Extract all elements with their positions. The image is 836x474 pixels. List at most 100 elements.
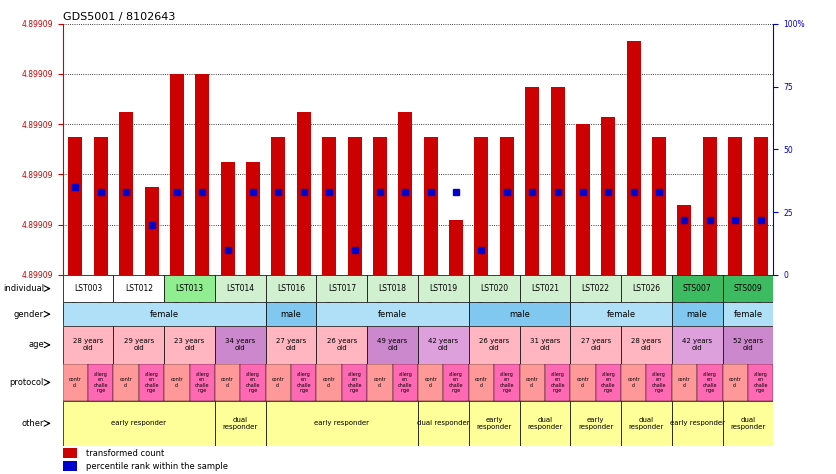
Text: male: male bbox=[281, 310, 302, 319]
Text: contr
ol: contr ol bbox=[120, 377, 133, 388]
Text: female: female bbox=[733, 310, 762, 319]
Text: GSM989161: GSM989161 bbox=[175, 279, 180, 316]
Bar bbox=[164, 326, 215, 364]
Bar bbox=[170, 74, 184, 275]
Text: STS009: STS009 bbox=[733, 284, 762, 293]
Bar bbox=[621, 275, 672, 302]
Text: 23 years
old: 23 years old bbox=[175, 338, 205, 351]
Text: LST016: LST016 bbox=[277, 284, 305, 293]
Text: early responder: early responder bbox=[670, 420, 725, 427]
Text: contr
ol: contr ol bbox=[475, 377, 488, 388]
Bar bbox=[164, 275, 215, 302]
Text: GSM989164: GSM989164 bbox=[479, 279, 484, 316]
Text: contr
ol: contr ol bbox=[678, 377, 691, 388]
Bar bbox=[63, 302, 266, 326]
Bar bbox=[367, 275, 418, 302]
Bar bbox=[196, 74, 209, 275]
Bar bbox=[722, 401, 773, 446]
Text: 42 years
old: 42 years old bbox=[682, 338, 712, 351]
Bar bbox=[672, 302, 722, 326]
Text: allerg
en
challe
nge: allerg en challe nge bbox=[145, 372, 159, 393]
Bar bbox=[348, 137, 361, 275]
Text: other: other bbox=[22, 419, 44, 428]
Bar bbox=[164, 364, 190, 401]
Bar bbox=[646, 364, 672, 401]
Bar bbox=[266, 364, 291, 401]
Bar bbox=[494, 364, 519, 401]
Bar bbox=[570, 401, 621, 446]
Bar bbox=[570, 275, 621, 302]
Text: allerg
en
challe
nge: allerg en challe nge bbox=[702, 372, 717, 393]
Text: female: female bbox=[378, 310, 407, 319]
Bar bbox=[469, 364, 494, 401]
Text: dual
responder: dual responder bbox=[731, 417, 766, 430]
Bar bbox=[69, 137, 83, 275]
Text: LST013: LST013 bbox=[176, 284, 204, 293]
Bar bbox=[221, 162, 235, 275]
Bar bbox=[94, 137, 108, 275]
Text: allerg
en
challe
nge: allerg en challe nge bbox=[246, 372, 260, 393]
Bar bbox=[595, 364, 621, 401]
Bar bbox=[342, 364, 367, 401]
Text: GSM989169: GSM989169 bbox=[301, 279, 306, 316]
Bar bbox=[748, 364, 773, 401]
Bar bbox=[570, 364, 595, 401]
Text: LST020: LST020 bbox=[480, 284, 508, 293]
Text: GSM989155: GSM989155 bbox=[276, 279, 281, 316]
Text: 49 years
old: 49 years old bbox=[378, 338, 408, 351]
Text: LST026: LST026 bbox=[632, 284, 660, 293]
Bar bbox=[317, 326, 367, 364]
Text: contr
ol: contr ol bbox=[323, 377, 335, 388]
Bar bbox=[367, 326, 418, 364]
Text: percentile rank within the sample: percentile rank within the sample bbox=[85, 462, 227, 471]
Bar bbox=[672, 364, 697, 401]
Text: GSM989167: GSM989167 bbox=[99, 279, 104, 316]
Text: dual
responder: dual responder bbox=[222, 417, 258, 430]
Text: GSM989179: GSM989179 bbox=[606, 279, 611, 316]
Bar bbox=[672, 401, 722, 446]
Text: GSM989159: GSM989159 bbox=[631, 279, 636, 316]
Bar bbox=[519, 326, 570, 364]
Text: GSM989153: GSM989153 bbox=[73, 279, 78, 316]
Text: GSM989170: GSM989170 bbox=[454, 279, 459, 316]
Text: GSM989162: GSM989162 bbox=[327, 279, 332, 316]
Bar bbox=[677, 205, 691, 275]
Bar bbox=[424, 137, 438, 275]
Bar bbox=[297, 112, 311, 275]
Bar bbox=[215, 401, 266, 446]
Text: GDS5001 / 8102643: GDS5001 / 8102643 bbox=[63, 11, 175, 21]
Text: STS007: STS007 bbox=[683, 284, 711, 293]
Text: 26 years
old: 26 years old bbox=[327, 338, 357, 351]
Bar bbox=[449, 219, 463, 275]
Bar bbox=[190, 364, 215, 401]
Text: allerg
en
challe
nge: allerg en challe nge bbox=[652, 372, 666, 393]
Bar bbox=[317, 302, 469, 326]
Text: 27 years
old: 27 years old bbox=[580, 338, 611, 351]
Text: GSM989163: GSM989163 bbox=[377, 279, 382, 316]
Bar bbox=[367, 364, 393, 401]
Bar bbox=[469, 401, 519, 446]
Text: 28 years
old: 28 years old bbox=[631, 338, 661, 351]
Text: GSM989174: GSM989174 bbox=[707, 279, 712, 316]
Bar bbox=[722, 302, 773, 326]
Text: contr
ol: contr ol bbox=[222, 377, 234, 388]
Bar bbox=[266, 401, 418, 446]
Text: allerg
en
challe
nge: allerg en challe nge bbox=[449, 372, 463, 393]
Bar bbox=[246, 162, 260, 275]
Text: 28 years
old: 28 years old bbox=[73, 338, 103, 351]
Bar bbox=[63, 326, 114, 364]
Bar bbox=[120, 112, 133, 275]
Text: dual
responder: dual responder bbox=[629, 417, 664, 430]
Text: GSM989154: GSM989154 bbox=[225, 279, 230, 316]
Text: GSM989173: GSM989173 bbox=[656, 279, 661, 316]
Bar bbox=[63, 364, 88, 401]
Text: 31 years
old: 31 years old bbox=[530, 338, 560, 351]
Text: allerg
en
challe
nge: allerg en challe nge bbox=[500, 372, 514, 393]
Bar bbox=[570, 302, 672, 326]
Bar bbox=[317, 364, 342, 401]
Bar bbox=[672, 275, 722, 302]
Text: contr
ol: contr ol bbox=[374, 377, 386, 388]
Text: GSM989158: GSM989158 bbox=[530, 279, 535, 316]
Bar bbox=[621, 326, 672, 364]
Bar bbox=[418, 326, 469, 364]
